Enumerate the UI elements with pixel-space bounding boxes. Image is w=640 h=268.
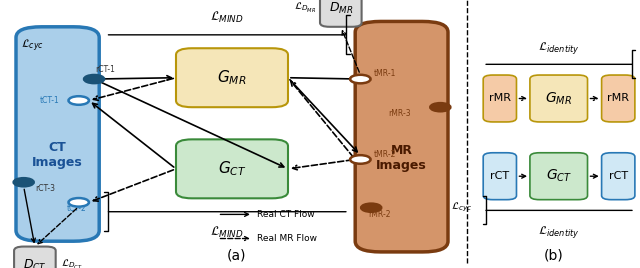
Text: rCT: rCT xyxy=(609,171,628,181)
FancyBboxPatch shape xyxy=(602,153,635,200)
Text: rMR: rMR xyxy=(607,94,629,103)
FancyBboxPatch shape xyxy=(176,48,288,107)
Text: $G_{MR}$: $G_{MR}$ xyxy=(218,68,246,87)
Text: (b): (b) xyxy=(544,249,563,263)
Circle shape xyxy=(68,96,89,105)
Text: rCT: rCT xyxy=(490,171,509,181)
Text: tCT-1: tCT-1 xyxy=(40,96,60,105)
Text: $D_{CT}$: $D_{CT}$ xyxy=(23,258,47,268)
Text: $G_{MR}$: $G_{MR}$ xyxy=(545,90,572,107)
Circle shape xyxy=(350,75,371,83)
FancyBboxPatch shape xyxy=(16,27,99,241)
Text: $G_{CT}$: $G_{CT}$ xyxy=(546,168,572,184)
FancyBboxPatch shape xyxy=(355,21,448,252)
Text: MR
Images: MR Images xyxy=(376,144,427,172)
FancyBboxPatch shape xyxy=(14,247,56,268)
Text: $\mathcal{L}_{identity}$: $\mathcal{L}_{identity}$ xyxy=(538,40,580,56)
Text: rCT-1: rCT-1 xyxy=(95,65,115,74)
Text: rMR-3: rMR-3 xyxy=(388,109,411,117)
FancyBboxPatch shape xyxy=(483,153,516,200)
Circle shape xyxy=(361,203,381,212)
Text: tMR-1: tMR-1 xyxy=(374,69,396,78)
Text: rCT-3: rCT-3 xyxy=(35,184,55,193)
Text: Real MR Flow: Real MR Flow xyxy=(257,234,317,243)
Text: $D_{MR}$: $D_{MR}$ xyxy=(328,1,353,16)
Text: $\mathcal{L}_{MIND}$: $\mathcal{L}_{MIND}$ xyxy=(211,225,244,240)
Text: $\mathcal{L}_{identity}$: $\mathcal{L}_{identity}$ xyxy=(538,224,580,240)
Text: tMR-2: tMR-2 xyxy=(374,150,396,159)
Text: CT
Images: CT Images xyxy=(32,142,83,169)
Text: $\mathcal{L}_{cyc}$: $\mathcal{L}_{cyc}$ xyxy=(451,201,472,214)
Text: $\mathcal{L}_{D_{MR}}$: $\mathcal{L}_{D_{MR}}$ xyxy=(294,1,317,15)
FancyBboxPatch shape xyxy=(602,75,635,122)
FancyBboxPatch shape xyxy=(483,75,516,122)
Text: $\mathcal{L}_{MIND}$: $\mathcal{L}_{MIND}$ xyxy=(211,10,244,25)
Text: $\mathcal{L}_{cyc}$: $\mathcal{L}_{cyc}$ xyxy=(21,38,44,54)
Text: rMR: rMR xyxy=(489,94,511,103)
FancyBboxPatch shape xyxy=(530,75,588,122)
Text: $\mathcal{L}_{D_{CT}}$: $\mathcal{L}_{D_{CT}}$ xyxy=(61,258,83,268)
Text: Real CT Flow: Real CT Flow xyxy=(257,210,315,219)
Text: (a): (a) xyxy=(227,249,246,263)
Circle shape xyxy=(84,75,104,83)
Text: tCT-2: tCT-2 xyxy=(67,204,87,213)
Text: $G_{CT}$: $G_{CT}$ xyxy=(218,159,246,178)
Circle shape xyxy=(13,178,34,187)
Circle shape xyxy=(430,103,451,111)
FancyBboxPatch shape xyxy=(176,139,288,198)
Circle shape xyxy=(350,155,371,164)
Circle shape xyxy=(68,198,89,207)
FancyBboxPatch shape xyxy=(530,153,588,200)
FancyBboxPatch shape xyxy=(320,0,362,27)
Text: rMR-2: rMR-2 xyxy=(368,210,390,219)
